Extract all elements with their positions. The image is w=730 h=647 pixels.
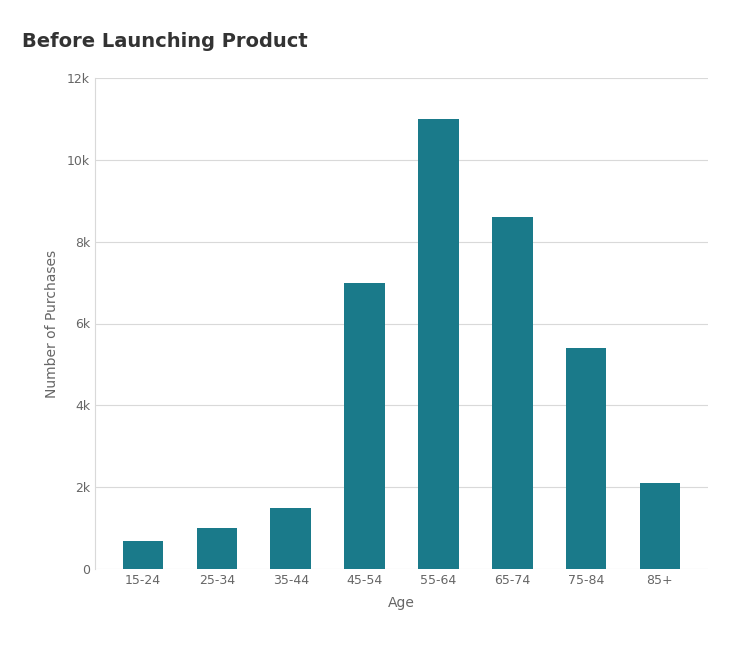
Bar	[566, 348, 607, 569]
X-axis label: Age: Age	[388, 595, 415, 609]
Bar	[270, 508, 311, 569]
Bar	[196, 529, 237, 569]
Bar	[123, 541, 164, 569]
Bar	[492, 217, 533, 569]
Bar	[345, 283, 385, 569]
Bar	[639, 483, 680, 569]
Y-axis label: Number of Purchases: Number of Purchases	[45, 250, 58, 397]
Text: Before Launching Product: Before Launching Product	[22, 32, 307, 51]
Bar	[418, 118, 458, 569]
